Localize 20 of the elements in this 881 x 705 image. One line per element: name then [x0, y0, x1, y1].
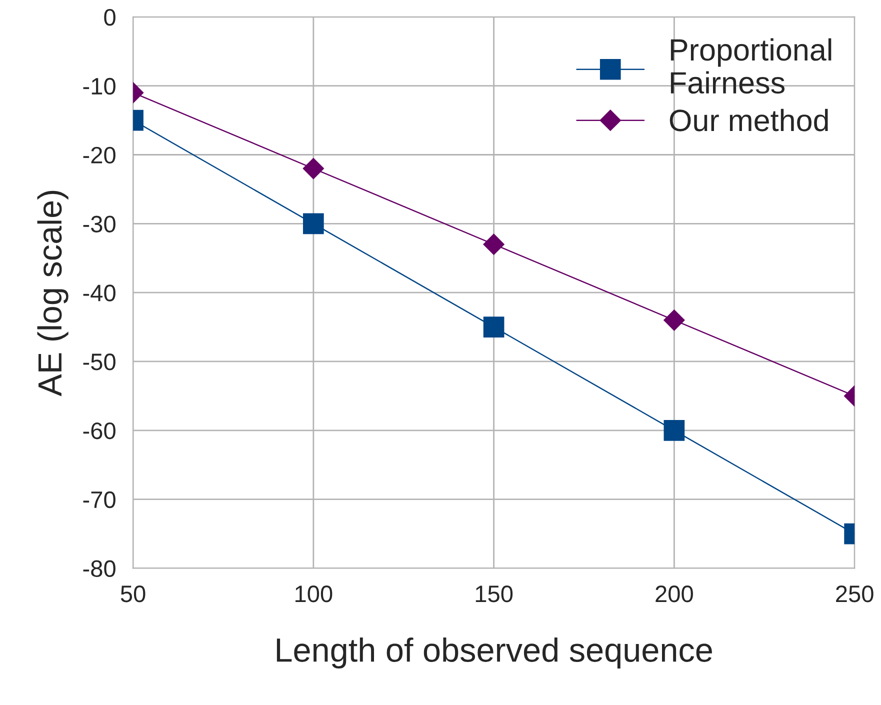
x-tick-label: 50: [120, 586, 146, 602]
x-tick-label: 200: [656, 586, 693, 602]
x-tick-label: 100: [296, 586, 332, 602]
y-tick-label: -30: [83, 216, 116, 232]
legend-label: Our method: [670, 108, 828, 132]
y-tick-label: 0: [104, 8, 116, 26]
point: [483, 234, 504, 255]
y-tick-label: -70: [83, 491, 116, 508]
y-tick-label: -80: [83, 560, 116, 578]
y-tick-label: -40: [83, 284, 116, 302]
x-tick-label: 250: [836, 586, 874, 602]
y-axis-title: AE (log scale): [37, 190, 68, 396]
y-tick-label: -50: [83, 354, 116, 370]
x-tick-label: 150: [476, 586, 513, 602]
y-tick-label: -20: [83, 146, 116, 164]
legend-label: Proportional Fairness: [670, 38, 832, 94]
x-axis-title: Length of observed sequence: [276, 637, 712, 669]
y-tick-label: -60: [83, 422, 116, 440]
y-tick-label: -10: [83, 78, 116, 95]
point: [483, 316, 504, 338]
